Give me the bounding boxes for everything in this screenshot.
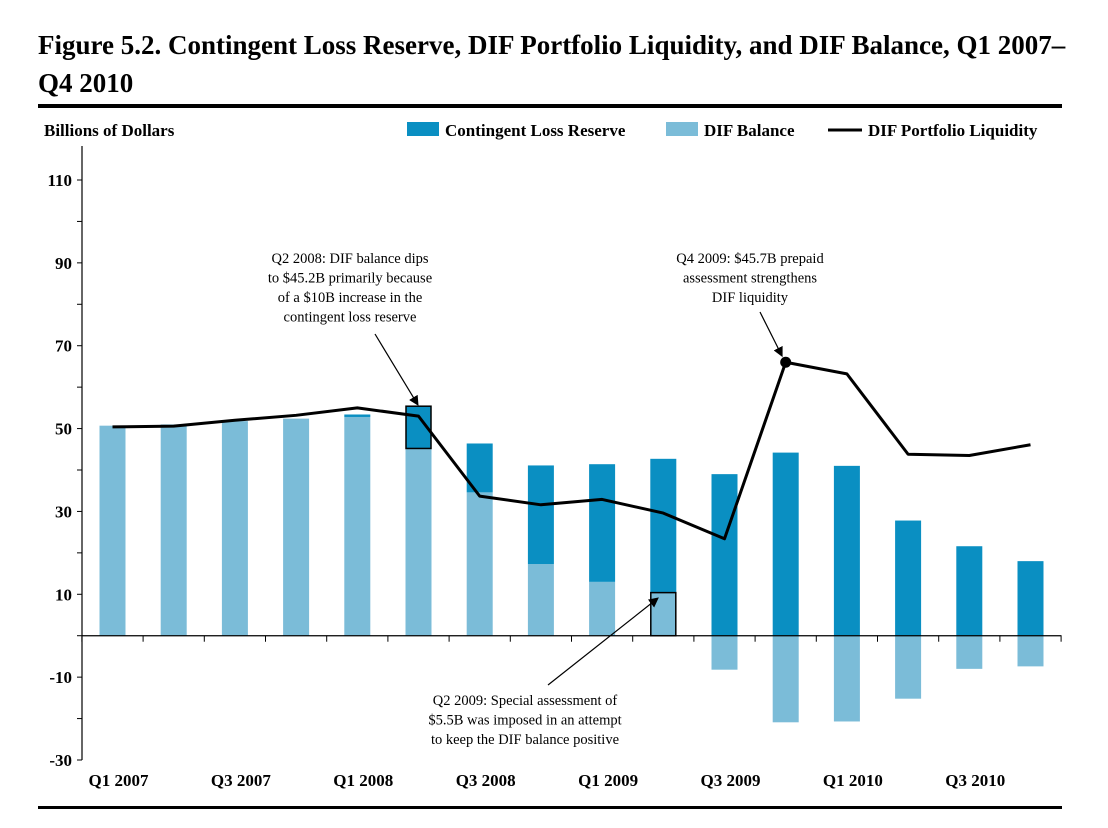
y-axis-label: Billions of Dollars <box>44 121 175 140</box>
bar-contingent-loss-reserve <box>895 520 922 636</box>
annotation-text: Q4 2009: $45.7B prepaid <box>676 251 824 267</box>
bar-dif-balance <box>650 592 677 636</box>
annotation-text: Q2 2008: DIF balance dips <box>271 251 428 267</box>
annotation-text: of a $10B increase in the <box>278 290 423 306</box>
y-tick-label: 50 <box>55 420 72 439</box>
y-tick-label: 30 <box>55 502 72 521</box>
annotation-text: $5.5B was imposed in an attempt <box>428 713 621 729</box>
bar-dif-balance <box>160 424 187 636</box>
bar-contingent-loss-reserve <box>833 465 860 636</box>
bar-dif-balance <box>466 492 493 636</box>
figure-title: Figure 5.2. Contingent Loss Reserve, DIF… <box>38 30 1066 98</box>
y-tick-label: -10 <box>49 668 72 687</box>
annotation-text: to $45.2B primarily because <box>268 271 432 287</box>
top-rule <box>38 104 1062 108</box>
annotation-text: assessment strengthens <box>683 271 817 287</box>
x-tick-label: Q3 2007 <box>211 771 271 790</box>
highlight-box <box>405 405 432 450</box>
plot-area: 110 90 70 50 30 10 -10 -30 Q1 2007 Q3 2007 Q1 2008… <box>47 146 1062 790</box>
bar-contingent-loss-reserve <box>772 452 799 636</box>
legend-swatch-dif-balance <box>666 122 698 136</box>
x-tick-label: Q1 2007 <box>89 771 149 790</box>
bar-dif-balance <box>589 581 616 636</box>
annotation-text: to keep the DIF balance positive <box>431 732 619 748</box>
annotation-arrow <box>374 333 419 406</box>
annotation-text: Q2 2009: Special assessment of <box>433 693 618 709</box>
bar-dif-balance <box>772 635 799 723</box>
bar-dif-balance <box>956 635 983 669</box>
marker-point <box>780 356 792 368</box>
bar-contingent-loss-reserve <box>711 474 738 636</box>
y-tick-label: 110 <box>47 171 72 190</box>
y-tick-label: 90 <box>55 254 72 273</box>
bar-dif-balance <box>221 421 248 636</box>
bar-dif-balance <box>895 635 922 699</box>
bar-dif-balance <box>344 416 371 636</box>
x-tick-label: Q1 2010 <box>823 771 883 790</box>
bar-contingent-loss-reserve <box>956 546 983 636</box>
x-tick-label: Q3 2009 <box>701 771 761 790</box>
bar-contingent-loss-reserve <box>589 464 616 582</box>
annotation-arrow <box>759 311 783 358</box>
line-dif-portfolio-liquidity <box>112 360 1031 541</box>
legend-label-dif-balance: DIF Balance <box>704 121 795 140</box>
annotation-arrow <box>547 597 659 686</box>
bar-contingent-loss-reserve <box>1017 561 1044 636</box>
bar-dif-balance <box>405 448 432 636</box>
y-tick-label: -30 <box>49 751 72 770</box>
bar-dif-balance <box>283 418 310 636</box>
y-tick-label: 70 <box>55 337 72 356</box>
y-tick-label: 10 <box>55 585 72 604</box>
x-tick-label: Q3 2008 <box>456 771 516 790</box>
legend-label-contingent-loss-reserve: Contingent Loss Reserve <box>445 121 626 140</box>
x-tick-label: Q3 2010 <box>945 771 1005 790</box>
annotation-text: contingent loss reserve <box>284 310 417 326</box>
bar-dif-balance <box>1017 635 1044 667</box>
legend-swatch-contingent-loss-reserve <box>407 122 439 136</box>
bar-dif-balance <box>99 425 126 636</box>
bar-contingent-loss-reserve <box>527 465 554 565</box>
annotation-text: DIF liquidity <box>712 290 789 306</box>
bar-contingent-loss-reserve <box>650 458 677 593</box>
bar-dif-balance <box>527 564 554 636</box>
bar-dif-balance <box>711 635 738 670</box>
x-tick-label: Q1 2009 <box>578 771 638 790</box>
legend: Contingent Loss Reserve DIF Balance DIF … <box>407 121 1038 140</box>
legend-label-dif-portfolio-liquidity: DIF Portfolio Liquidity <box>868 121 1038 140</box>
bottom-rule <box>38 806 1062 809</box>
x-tick-label: Q1 2008 <box>333 771 393 790</box>
bar-dif-balance <box>833 635 860 722</box>
bar-contingent-loss-reserve <box>344 414 371 417</box>
